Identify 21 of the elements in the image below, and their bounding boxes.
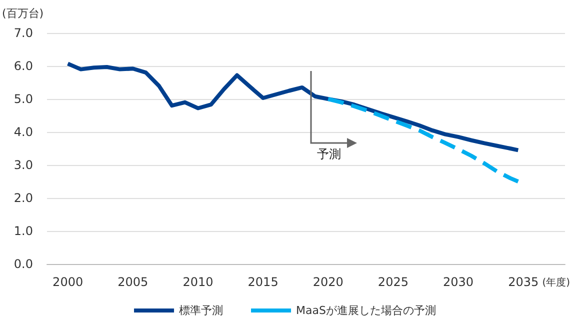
y-tick-label: 2.0 (14, 191, 33, 205)
y-tick-label: 6.0 (14, 59, 33, 73)
y-tick-label: 0.0 (14, 257, 33, 271)
y-tick-label: 5.0 (14, 92, 33, 106)
x-tick-label: 2010 (182, 275, 214, 289)
legend-label: MaaSが進展した場合の予測 (296, 304, 436, 317)
x-tick-label: 2005 (118, 275, 148, 289)
y-axis-title: (百万台) (2, 7, 44, 20)
x-axis-title: (年度) (542, 276, 570, 288)
y-tick-label: 1.0 (14, 224, 33, 238)
x-tick-label: 2025 (378, 275, 408, 289)
annotation: 予測 (317, 147, 341, 161)
x-tick-label: 2015 (248, 275, 278, 289)
x-tick-label: 2035 (508, 275, 539, 289)
x-tick-label: 2030 (443, 275, 474, 289)
y-tick-label: 7.0 (14, 26, 33, 40)
x-tick-label: 2020 (312, 275, 344, 289)
x-tick-label: 2000 (52, 275, 84, 289)
y-tick-label: 4.0 (14, 125, 33, 139)
legend-label: 標準予測 (179, 304, 224, 317)
y-tick-label: 3.0 (14, 158, 33, 172)
